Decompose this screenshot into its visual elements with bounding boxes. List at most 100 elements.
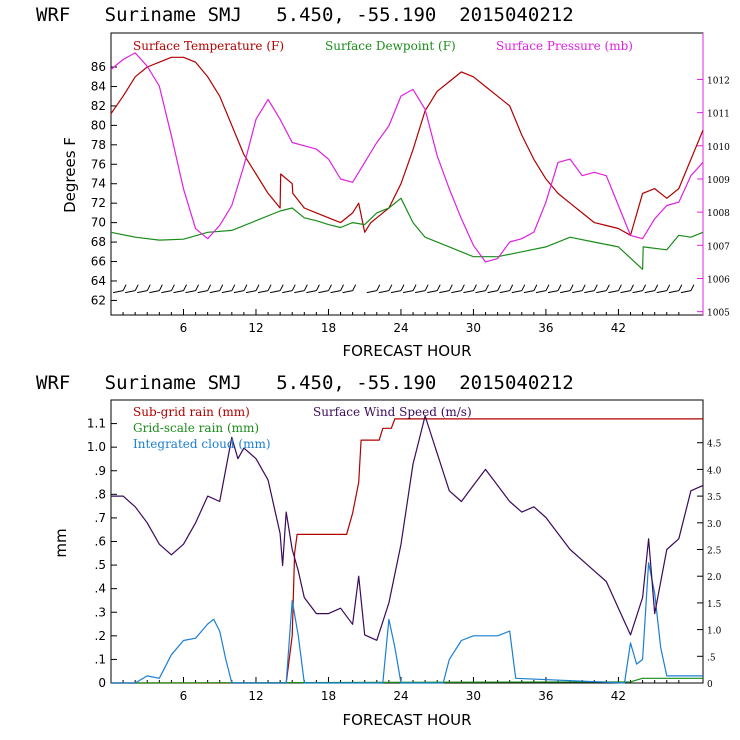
y-tick-label: .6 [95, 535, 106, 549]
y-tick-label: .4 [95, 582, 106, 596]
y2-tick-label: 1.0 [707, 627, 722, 637]
wind-barb-shaft [463, 290, 474, 294]
y-tick-label: 86 [91, 60, 106, 74]
wind-barb-flag [569, 284, 574, 291]
legend-surface-wind-speed: Surface Wind Speed (m/s) [313, 405, 472, 419]
wind-barb-shaft [378, 290, 389, 294]
wind-barb-shaft [161, 290, 172, 294]
y-tick-label: 84 [91, 79, 106, 93]
y2-tick-label: 2.0 [707, 573, 722, 583]
wind-barb-flag [533, 284, 538, 291]
wind-barb-flag [630, 284, 634, 291]
temperature-x-axis: 6 12 18 24 30 36 42 [122, 309, 680, 335]
precipitation-y-axis-title: mm [52, 528, 70, 557]
y2-tick-label: 1005 [707, 309, 730, 319]
y2-tick-label: .5 [707, 653, 716, 663]
precipitation-series [110, 415, 704, 684]
y2-tick-label: 1009 [707, 176, 730, 186]
wind-barb-shaft [487, 290, 498, 294]
y-tick-label: .8 [95, 487, 106, 501]
wind-barb-flag [122, 284, 127, 291]
wind-barb-flag [195, 284, 200, 291]
x-tick-label: 30 [466, 689, 481, 703]
wind-barb-flag [303, 284, 308, 291]
wind-barb-flag [279, 284, 284, 291]
y2-tick-label: 1007 [707, 242, 730, 252]
y-tick-label: 0 [98, 676, 106, 690]
wind-barb-flag [352, 284, 357, 291]
legend-sub-grid-rain: Sub-grid rain (mm) [133, 405, 250, 419]
y-tick-label: 78 [91, 138, 106, 152]
y-tick-label: 62 [91, 293, 106, 307]
y-tick-label: 70 [91, 216, 106, 230]
legend-surface-temperature: Surface Temperature (F) [133, 39, 284, 53]
wind-barb-flag [267, 284, 272, 291]
legend-surface-dewpoint: Surface Dewpoint (F) [325, 39, 456, 53]
wind-barb-flag [183, 284, 187, 291]
wind-barb-shaft [656, 290, 667, 294]
wind-barb-flag [219, 284, 224, 291]
wind-barb-flag [400, 284, 405, 291]
wind-barb-flag [654, 284, 659, 291]
wind-barb-shaft [257, 290, 269, 294]
precipitation-chart-title: WRF Suriname SMJ 5.450, -55.190 20150402… [36, 372, 574, 394]
y-tick-label: .5 [95, 558, 106, 572]
y-tick-label: 64 [91, 274, 106, 288]
wind-barb-flag [448, 284, 453, 291]
wind-barb-shaft [233, 290, 244, 294]
wind-barb-flag [134, 284, 139, 291]
x-tick-label: 18 [321, 689, 336, 703]
series-line-integrated-cloud [111, 562, 703, 684]
y-tick-label: .7 [95, 511, 106, 525]
wind-barb-flag [412, 284, 417, 291]
wind-barb-flag [255, 284, 260, 291]
x-tick-label: 30 [466, 321, 481, 335]
wind-barb-flag [207, 284, 212, 291]
wind-barb-flag [497, 284, 502, 291]
wind-barb-flag [521, 284, 526, 291]
wind-barb-flag [376, 284, 381, 291]
wind-barb-flag [690, 284, 695, 291]
wind-barb-flag [678, 284, 683, 291]
y2-tick-label: 1008 [707, 209, 730, 219]
wind-barb-shaft [415, 290, 426, 294]
wind-barb-shaft [608, 290, 619, 294]
temperature-x-axis-title: FORECAST HOUR [342, 342, 471, 360]
y-tick-label: 66 [91, 255, 106, 269]
y-tick-label: 82 [91, 99, 106, 113]
y2-tick-label: 4.5 [707, 440, 722, 450]
wind-barb-shaft [511, 290, 522, 294]
y2-tick-label: 4.0 [707, 466, 722, 476]
wind-barb-shaft [560, 290, 571, 294]
x-tick-label: 6 [180, 689, 188, 703]
wind-barb-shaft [112, 290, 124, 294]
temperature-y-axis-title: Degrees F [61, 137, 79, 213]
x-tick-label: 18 [321, 321, 336, 335]
y2-tick-label: 1006 [707, 276, 730, 286]
wind-barb-flag [243, 284, 248, 291]
wind-barb-flag [460, 284, 465, 291]
wind-barb-shaft [547, 290, 559, 294]
wind-barb-flag [158, 284, 163, 291]
wind-barb-flag [436, 284, 441, 291]
wind-barb-shaft [330, 290, 341, 294]
y-tick-label: .9 [95, 464, 106, 478]
wind-barb-flag [642, 284, 647, 291]
wind-barb-shaft [137, 290, 148, 294]
x-tick-label: 24 [393, 321, 408, 335]
wind-barb-shaft [342, 290, 353, 294]
series-line-sub-grid-rain [111, 418, 703, 684]
y-tick-label: .1 [95, 652, 106, 666]
wind-barb-flag [424, 284, 429, 291]
wind-barb-flag [231, 284, 236, 291]
y-tick-label: 80 [91, 118, 106, 132]
series-line-surface-dewpoint [110, 197, 704, 270]
wind-barb-shaft [209, 290, 220, 294]
y-tick-label: 1.1 [87, 417, 106, 431]
wind-barb-shaft [475, 290, 486, 294]
wind-barb-shaft [173, 290, 184, 294]
wind-barb-shaft [306, 290, 317, 294]
wind-barb-flag [291, 284, 296, 291]
